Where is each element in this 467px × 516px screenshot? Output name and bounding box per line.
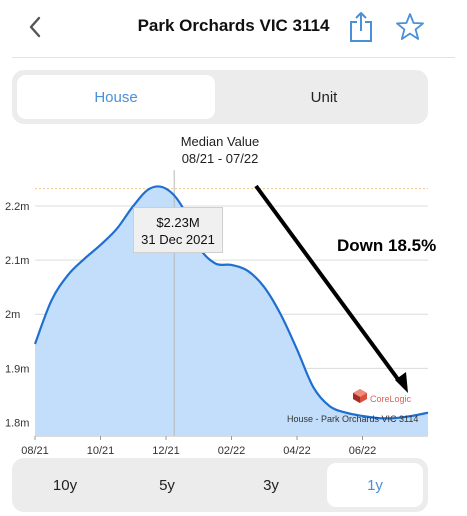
x-tick-label: 08/21 <box>21 445 49 455</box>
y-tick-label: 2.2m <box>5 201 29 213</box>
chevron-left-icon[interactable] <box>22 12 50 42</box>
x-axis: 08/21 10/21 12/21 02/22 04/22 06/22 <box>21 436 376 455</box>
range-5y-button[interactable]: 5y <box>159 476 175 494</box>
house-tab[interactable]: House <box>17 75 215 119</box>
series-line <box>33 185 429 420</box>
x-tick-label: 04/22 <box>283 445 311 455</box>
x-tick-label: 02/22 <box>218 445 246 455</box>
header-divider <box>12 57 455 58</box>
chart-subtitle: 08/21 - 07/22 <box>181 151 259 166</box>
range-1y-button[interactable]: 1y <box>327 463 423 507</box>
x-tick-label: 12/21 <box>152 445 180 455</box>
chart-title: Median Value <box>180 134 260 149</box>
y-axis: 2.2m 2.1m 2m 1.9m 1.8m <box>5 201 29 429</box>
corelogic-logo-icon <box>353 389 367 403</box>
property-type-selector: House Unit <box>12 70 428 124</box>
y-tick-label: 2.1m <box>5 255 29 267</box>
time-range-selector: 10y 5y 3y 1y <box>12 458 428 512</box>
unit-tab[interactable]: Unit <box>310 88 338 106</box>
page-title: Park Orchards VIC 3114 <box>137 16 330 35</box>
corelogic-watermark: CoreLogic <box>370 394 412 404</box>
y-tick-label: 1.9m <box>5 363 29 375</box>
navigation-bar: Park Orchards VIC 3114 <box>0 0 467 56</box>
y-tick-label: 2m <box>5 309 20 321</box>
tooltip-value: $2.23M <box>156 215 200 230</box>
tooltip-date: 31 Dec 2021 <box>141 232 215 247</box>
down-trend-arrow <box>254 184 408 393</box>
range-10y-button[interactable]: 10y <box>52 476 78 494</box>
share-icon[interactable] <box>346 10 376 44</box>
y-tick-label: 1.8m <box>5 417 29 429</box>
value-tooltip: $2.23M 31 Dec 2021 <box>133 207 223 253</box>
x-tick-label: 10/21 <box>87 445 115 455</box>
star-icon[interactable] <box>395 12 425 42</box>
chart-legend-note: House - Park Orchards VIC 3114 <box>287 414 419 424</box>
x-tick-label: 06/22 <box>349 445 377 455</box>
change-annotation: Down 18.5% <box>337 236 437 255</box>
range-3y-button[interactable]: 3y <box>263 476 279 494</box>
